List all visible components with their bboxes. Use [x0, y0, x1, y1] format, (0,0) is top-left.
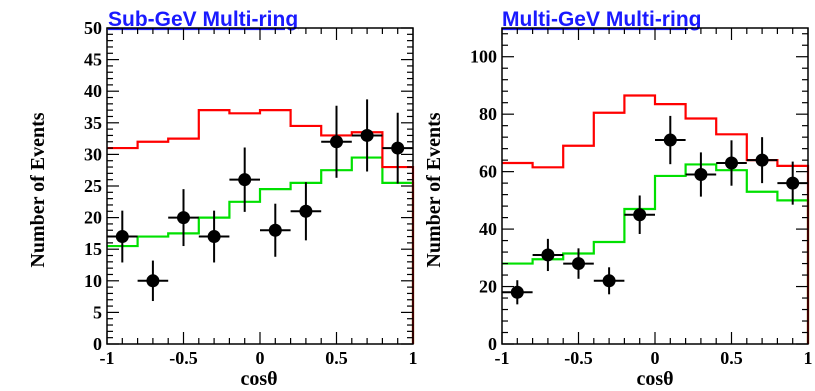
y-tick-label: 40	[84, 81, 102, 101]
green-mc-histogram	[107, 156, 415, 344]
sub-gev-multi-ring-panel: Sub-GeV Multi-ring Number of Events cosθ…	[27, 8, 418, 390]
data-marker	[725, 156, 738, 170]
data-marker	[115, 230, 129, 244]
x-tick-label: 0.5	[325, 348, 348, 368]
data-point	[168, 189, 199, 247]
data-point	[563, 248, 594, 279]
x-tick-label: 0	[256, 348, 265, 368]
y-tick-label: 100	[470, 47, 497, 67]
data-marker	[177, 211, 190, 225]
y-tick-label: 0	[93, 334, 102, 354]
data-marker	[391, 141, 405, 155]
data-point	[716, 140, 747, 186]
data-marker	[268, 223, 282, 237]
data-point	[290, 182, 322, 241]
data-point	[351, 99, 383, 172]
data-marker	[510, 285, 524, 299]
y-tick-label: 35	[84, 113, 102, 133]
data-marker	[755, 153, 769, 167]
data-point	[685, 152, 717, 197]
data-marker	[146, 274, 160, 288]
data-marker	[541, 248, 555, 262]
data-point	[502, 280, 533, 305]
x-tick-label: 0.5	[720, 348, 743, 368]
data-point	[260, 203, 291, 257]
x-axis-label: cosθ	[636, 368, 673, 390]
y-axis-label: Number of Events	[27, 112, 49, 267]
y-tick-label: 20	[479, 277, 497, 297]
y-tick-label: 25	[84, 176, 102, 196]
panel-title: Multi-GeV Multi-ring	[502, 8, 701, 31]
y-tick-label: 50	[84, 18, 102, 38]
data-marker	[330, 135, 343, 149]
y-tick-label: 15	[84, 239, 102, 259]
y-tick-label: 80	[479, 104, 497, 124]
x-tick-label: -1	[495, 348, 510, 368]
data-point	[198, 210, 230, 263]
data-marker	[694, 168, 708, 182]
y-tick-label: 40	[479, 219, 497, 239]
data-marker	[360, 128, 374, 142]
data-marker	[602, 274, 616, 288]
data-point	[107, 210, 138, 263]
y-tick-label: 10	[84, 271, 102, 291]
y-tick-label: 60	[479, 162, 497, 182]
data-marker	[786, 176, 800, 190]
data-point	[624, 195, 655, 234]
data-point	[229, 147, 260, 212]
data-marker	[207, 230, 221, 244]
x-tick-label: 1	[804, 348, 813, 368]
y-axis-label: Number of Events	[423, 112, 445, 267]
green-mc-histogram	[502, 163, 810, 344]
multi-gev-multi-ring-panel: Multi-GeV Multi-ring Number of Events co…	[423, 8, 813, 390]
data-marker	[633, 208, 647, 222]
y-tick-label: 5	[93, 302, 102, 322]
data-point	[532, 238, 564, 272]
y-tick-label: 30	[84, 144, 102, 164]
data-point	[137, 260, 169, 302]
panel-title: Sub-GeV Multi-ring	[108, 8, 298, 31]
x-tick-label: -0.5	[169, 348, 198, 368]
data-marker	[299, 204, 313, 218]
data-point	[321, 105, 352, 178]
x-axis-label: cosθ	[240, 368, 277, 390]
data-point	[593, 267, 625, 295]
y-tick-label: 0	[488, 334, 497, 354]
x-tick-label: 0	[651, 348, 660, 368]
x-tick-label: -0.5	[564, 348, 593, 368]
x-tick-label: 1	[409, 348, 418, 368]
y-tick-label: 45	[84, 50, 102, 70]
data-marker	[572, 257, 585, 271]
x-tick-label: -1	[100, 348, 115, 368]
data-marker	[238, 173, 252, 187]
data-marker	[663, 133, 677, 147]
data-point	[746, 137, 778, 184]
data-point	[655, 115, 686, 165]
red-mc-histogram	[502, 94, 810, 344]
y-tick-label: 20	[84, 208, 102, 228]
